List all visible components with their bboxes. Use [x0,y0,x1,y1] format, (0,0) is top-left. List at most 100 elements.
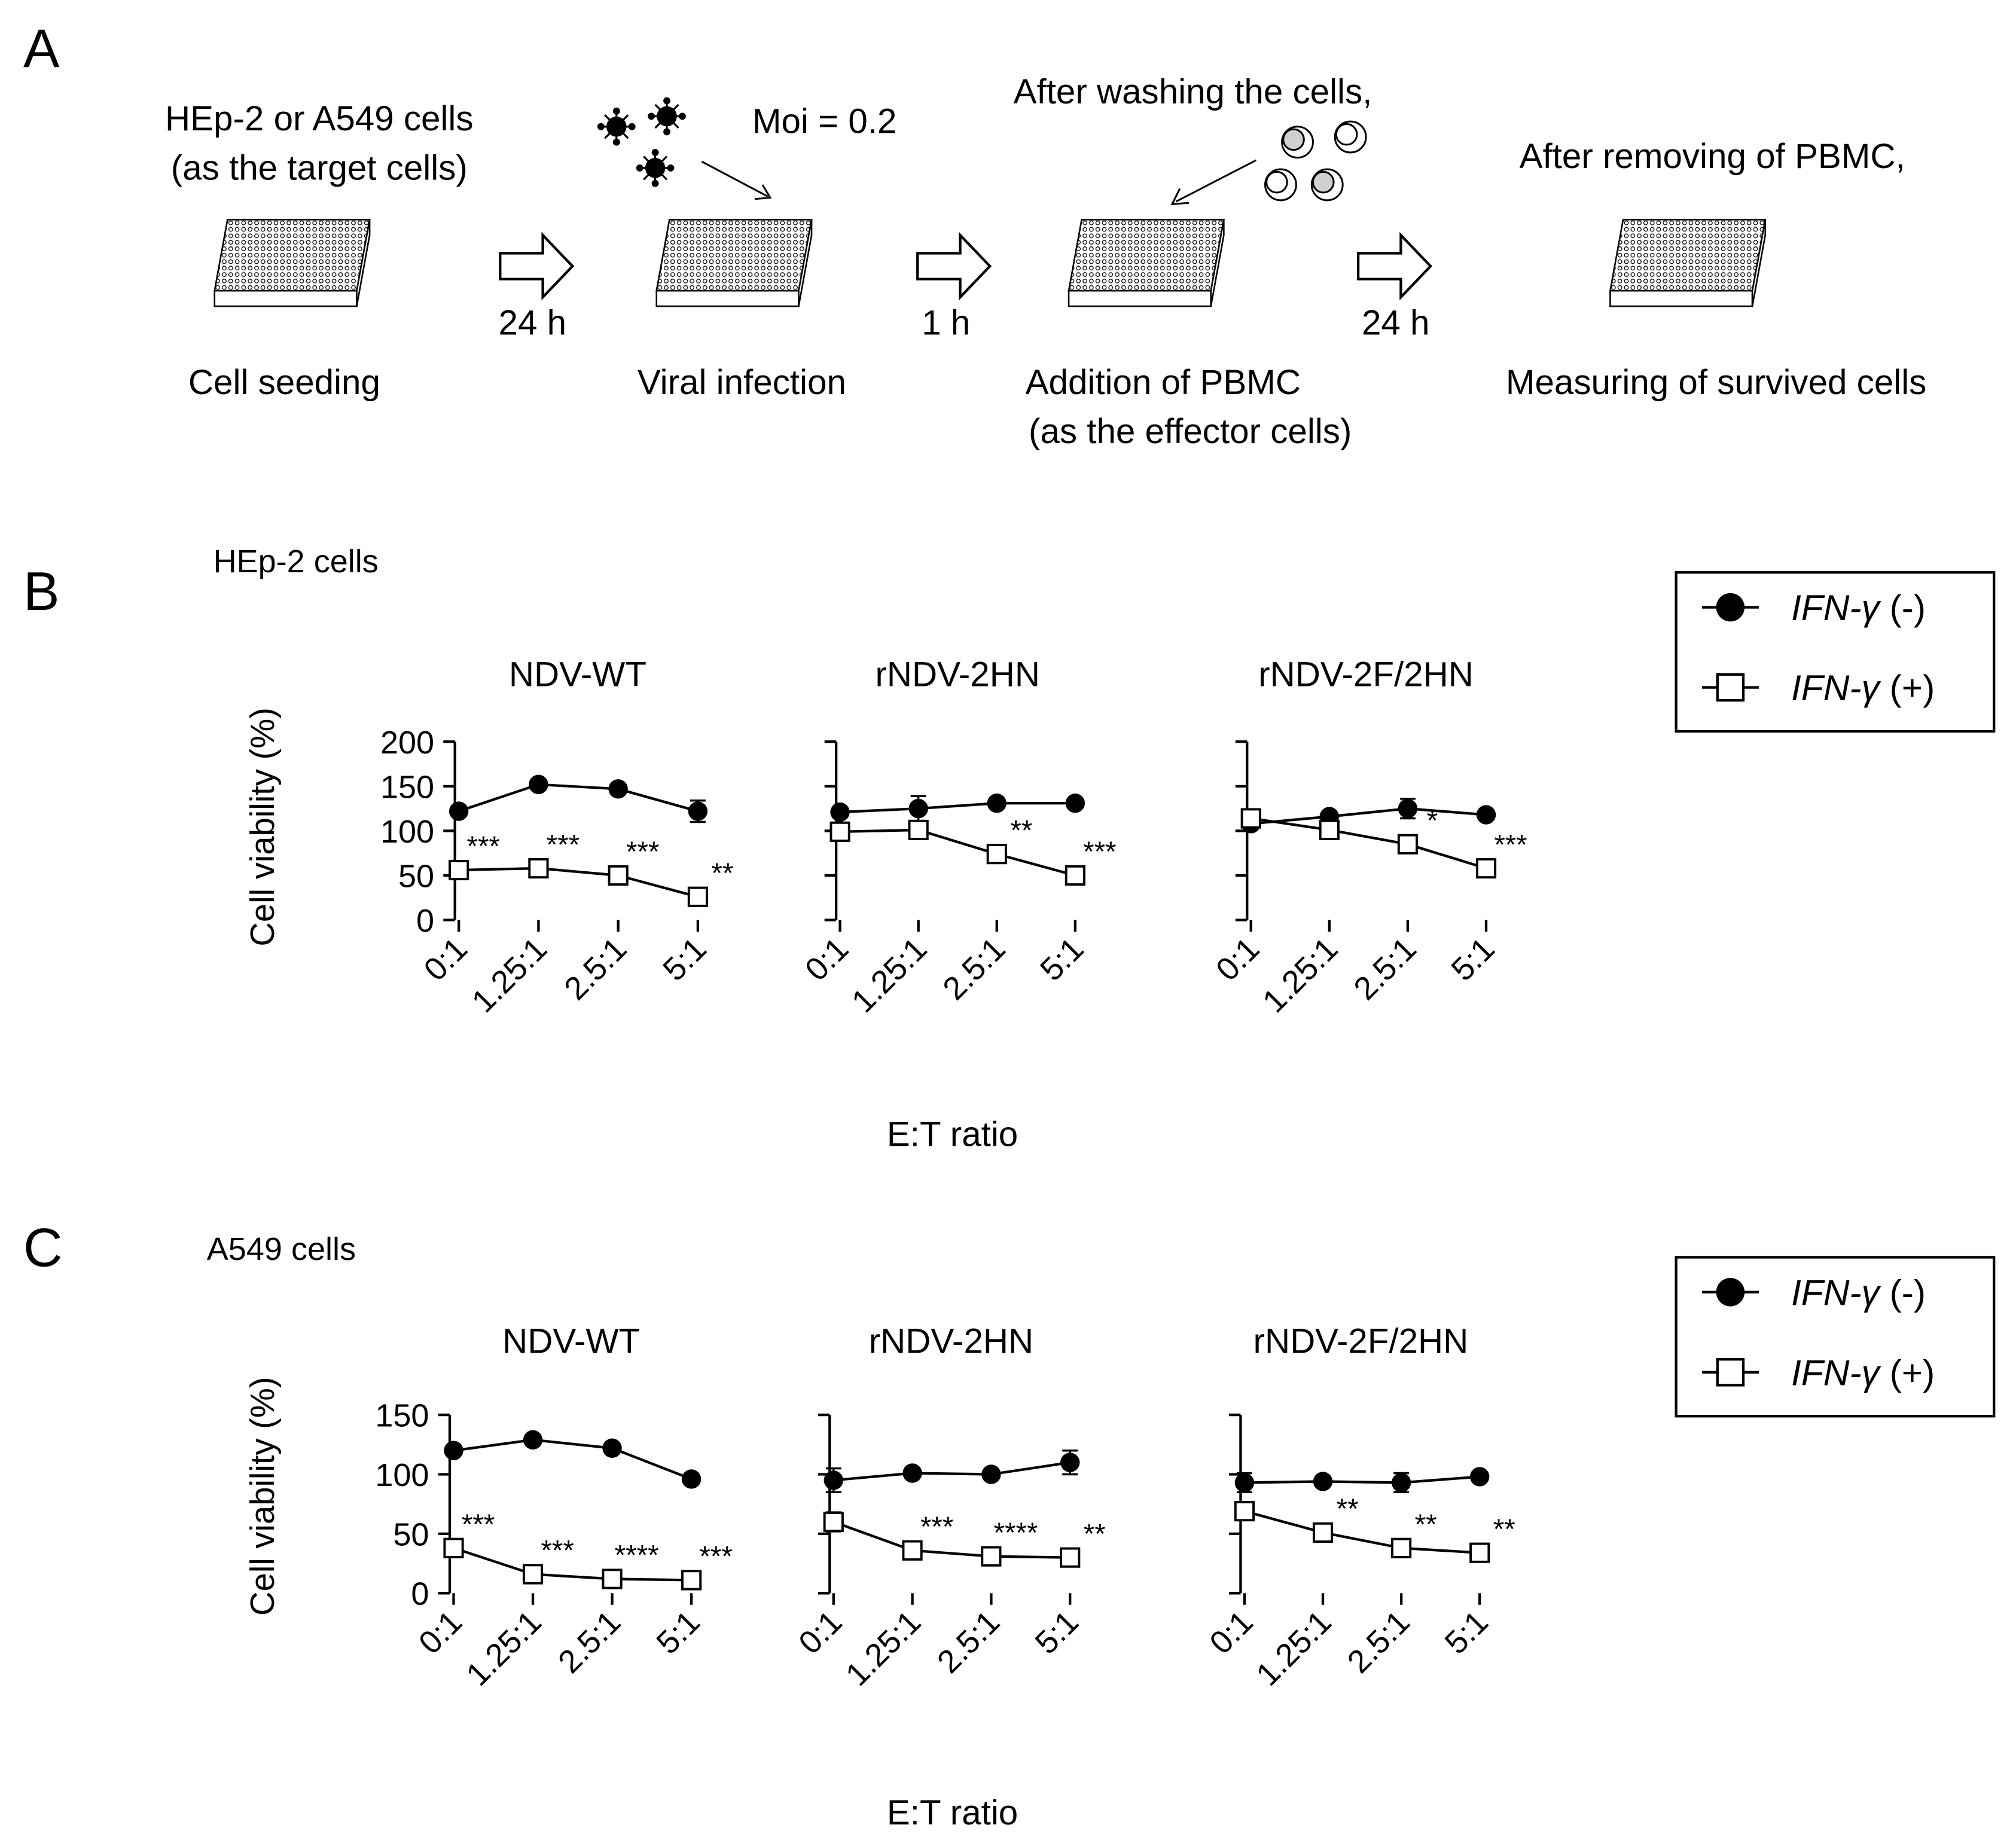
ylabel-c: Cell viability (%) [243,1377,281,1616]
chart-6-series-ifn-neg-line [1244,1475,1480,1484]
measuring-caption: Measuring of survived cells [1506,363,1926,402]
legend-b-label-pos: IFN-γ (+) [1791,667,1935,708]
chart-4-series-ifn-pos-point [522,1564,544,1585]
chart-1-x-tick-label: 0:1 [417,930,474,988]
chart-2-series-ifn-neg-point [987,793,1007,813]
measuring-note: After removing of PBMC, [1520,137,1905,176]
chart-4-series-ifn-neg-point [444,1441,463,1460]
chart-4-series-ifn-neg-point [602,1438,622,1458]
chart-6-series-ifn-pos-line [1244,1510,1480,1554]
legend-c-label-pos-suffix: (+) [1880,1352,1935,1393]
chart-5-significance: **** [993,1517,1038,1549]
xlabel-b: E:T ratio [887,1115,1018,1154]
chart-6: rNDV-2F/2HN 0:11.25:1 2.5:1 5:1 ** ** ** [1203,1322,1515,1692]
chart-2-significance: *** [1083,836,1116,868]
chart-1-y-tick-label: 100 [380,814,434,850]
plate-viral-infection [655,219,813,307]
chart-4-significance: *** [462,1509,495,1540]
chart-2-significance: ** [1010,814,1032,846]
chart-4-series-ifn-pos-point [443,1537,464,1558]
chart-6-series-ifn-pos-point [1234,1501,1255,1522]
chart-6-series-ifn-pos-point [1469,1542,1490,1563]
chart-1-y-tick-label: 50 [398,858,434,894]
chart-2-x-tick-label: 2.5:1 [936,930,1012,1006]
chart-2-series-ifn-pos-line [840,828,1076,877]
chart-3-x-tick-label: 0:1 [1209,930,1267,988]
legend-b: IFN-γ (-) IFN-γ (+) [1675,571,1996,733]
chart-3-series-ifn-neg-line [1251,807,1487,825]
chart-1-significance: ** [711,858,733,889]
group-title-a549: A549 cells [207,1231,356,1267]
chart-2-series-ifn-neg-point [830,802,850,822]
chart-6-series-ifn-pos-point [1312,1522,1334,1543]
chart-1-series-ifn-neg-point [608,779,628,799]
pbmc-pointer-arrow [1175,159,1257,203]
chart-4-y-tick-label: 100 [375,1457,429,1493]
infection-pointer-arrowhead [754,184,772,200]
chart-3-series-ifn-pos-point [1319,819,1340,840]
chart-5-series-ifn-pos-line [833,1520,1070,1559]
seeding-note-line-2: (as the target cells) [171,148,468,187]
chart-5-significance: ** [1084,1518,1106,1550]
chart-5-series-ifn-pos-point [902,1540,923,1561]
legend-c: IFN-γ (-) IFN-γ (+) [1675,1256,1996,1418]
chart-5-series-ifn-pos-point [1060,1547,1081,1568]
chart-1-title: NDV-WT [509,655,646,694]
chart-5-series-ifn-pos-point [823,1511,844,1533]
chart-2-x-tick-label: 1.25:1 [845,930,934,1020]
chart-4-series-ifn-pos-point [681,1570,702,1591]
chart-5-series-ifn-neg-point [902,1463,922,1483]
chart-6-x-tick-label: 2.5:1 [1341,1604,1417,1680]
chart-4-x-tick-label: 0:1 [412,1604,469,1661]
chart-3-series-ifn-pos-point [1240,808,1261,829]
chart-4-y-tick-label: 150 [375,1398,429,1434]
chart-5-series-ifn-neg-point [824,1470,843,1490]
legend-b-marker-neg [1716,593,1745,622]
chart-4-series-ifn-pos-line [453,1546,692,1582]
step-arrow-1-label: 24 h [499,304,567,343]
chart-1-series-ifn-pos-line [459,866,699,898]
chart-2-series-ifn-pos-point [986,844,1007,865]
chart-6-series-ifn-neg-point [1391,1473,1411,1493]
chart-4-x-tick-label: 5:1 [649,1604,707,1661]
chart-5-series-ifn-pos-point [981,1546,1002,1567]
chart-3-series-ifn-neg-point [1476,805,1496,825]
chart-4-significance: *** [699,1541,732,1573]
chart-6-significance: ** [1415,1509,1437,1540]
chart-4-series-ifn-pos-point [602,1569,623,1589]
chart-1-y-tick-label: 150 [380,769,434,805]
chart-5-x-tick-label: 0:1 [792,1604,849,1661]
chart-2-x-tick-label: 5:1 [1033,930,1091,988]
chart-4-significance: *** [541,1535,574,1567]
step-arrow-2 [916,231,992,301]
chart-5-series-ifn-neg-point [981,1464,1001,1484]
step-arrow-2-label: 1 h [922,304,970,343]
chart-6-series-ifn-neg-point [1234,1473,1255,1493]
chart-4-x-tick-label: 1.25:1 [459,1604,548,1693]
chart-1-series-ifn-pos-point [608,865,629,886]
chart-1-y-tick-label: 0 [416,903,434,939]
chart-6-significance: ** [1337,1493,1359,1525]
chart-4-series-ifn-neg-point [523,1430,543,1450]
chart-1-series-ifn-neg-line [458,783,699,813]
pbmc-note: After washing the cells, [1014,72,1373,111]
chart-2-series-ifn-pos-point [1065,865,1085,886]
chart-1-series-ifn-neg-point [449,801,469,821]
chart-5-x-tick-label: 1.25:1 [839,1604,928,1693]
legend-b-marker-pos [1716,673,1745,702]
chart-4-y-tick-label: 0 [411,1576,429,1612]
chart-1-series-ifn-pos-point [687,886,708,907]
plate-cell-seeding [214,219,371,307]
chart-3-x-tick-label: 5:1 [1444,930,1502,988]
chart-5-series-ifn-neg-point [1060,1453,1080,1472]
chart-3-series-ifn-pos-line [1251,817,1487,870]
chart-1-series-ifn-pos-point [449,859,469,881]
chart-1-series-ifn-neg-point [529,774,548,795]
infection-pointer-arrow [701,160,768,197]
chart-1-series-ifn-pos-point [528,858,549,879]
chart-4-title: NDV-WT [502,1322,640,1360]
